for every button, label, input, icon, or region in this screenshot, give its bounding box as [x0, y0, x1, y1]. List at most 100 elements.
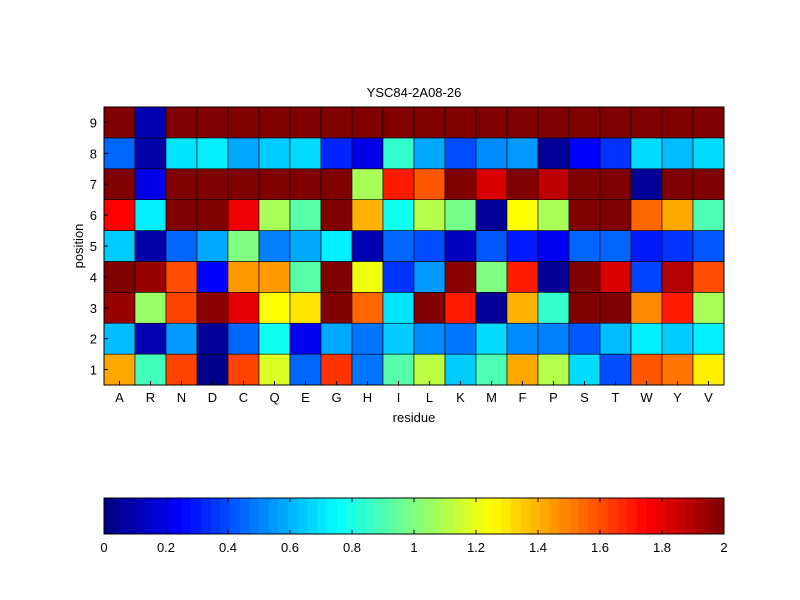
heatmap-cell	[227, 168, 260, 200]
colorbar-band	[607, 498, 618, 534]
colorbar-band	[433, 498, 444, 534]
heatmap-cell	[320, 261, 353, 293]
heatmap-cell	[413, 322, 446, 355]
heatmap-cell	[475, 353, 508, 386]
heatmap-cell	[103, 137, 136, 170]
heatmap-cell	[537, 199, 570, 231]
heatmap-cell	[568, 322, 601, 355]
heatmap-cell	[351, 199, 384, 231]
heatmap-cell	[692, 230, 725, 262]
colorbar-band	[162, 498, 173, 534]
heatmap-cell	[444, 230, 477, 262]
y-tick-labels: 1 2 3 4 5 6 7 8 9	[90, 115, 108, 378]
heatmap-cell	[692, 168, 725, 200]
colorbar-band	[181, 498, 192, 534]
heatmap-cell	[661, 199, 694, 231]
heatmap-cell	[227, 292, 260, 324]
x-tick-label: H	[363, 390, 372, 405]
heatmap-cell	[258, 292, 291, 324]
heatmap-cell	[382, 199, 415, 231]
x-tick-label: N	[177, 390, 186, 405]
heatmap-cell	[475, 292, 508, 324]
heatmap-cell	[599, 292, 632, 324]
heatmap-cell	[165, 199, 198, 231]
heatmap-cell	[103, 261, 136, 293]
colorbar-band	[210, 498, 221, 534]
colorbar-band	[588, 498, 599, 534]
heatmap-cell	[165, 137, 198, 170]
colorbar-band	[249, 498, 260, 534]
heatmap-cell	[258, 230, 291, 262]
heatmap-cell	[258, 261, 291, 293]
colorbar-band	[530, 498, 541, 534]
heatmap-cell	[630, 353, 663, 386]
heatmap-cell	[289, 106, 322, 139]
heatmap-cell	[134, 322, 167, 355]
colorbar-band	[307, 498, 318, 534]
colorbar-band	[394, 498, 405, 534]
heatmap-cell	[165, 261, 198, 293]
heatmap-cell	[444, 322, 477, 355]
colorbar-band	[627, 498, 638, 534]
heatmap-cell	[351, 292, 384, 324]
heatmap-cell	[382, 292, 415, 324]
colorbar-band	[549, 498, 560, 534]
heatmap-cell	[196, 106, 229, 139]
heatmap-cell	[568, 353, 601, 386]
y-tick-label: 1	[90, 363, 97, 378]
colorbar-band	[636, 498, 647, 534]
colorbar-tick-label: 1.6	[591, 540, 609, 555]
heatmap-cell	[661, 230, 694, 262]
colorbar-tick-label: 2	[720, 540, 727, 555]
heatmap-cell	[506, 322, 539, 355]
colorbar-band	[685, 498, 696, 534]
colorbar-tick-label: 0.4	[219, 540, 237, 555]
heatmap-cell	[382, 168, 415, 200]
heatmap-cells	[103, 106, 725, 386]
heatmap-cell	[599, 230, 632, 262]
heatmap-cell	[351, 230, 384, 262]
heatmap-cell	[630, 292, 663, 324]
heatmap-cell	[692, 261, 725, 293]
heatmap-cell	[134, 137, 167, 170]
heatmap-cell	[258, 199, 291, 231]
heatmap-cell	[661, 168, 694, 200]
heatmap-cell	[351, 168, 384, 200]
colorbar-band	[133, 498, 144, 534]
colorbar-band	[452, 498, 463, 534]
heatmap-cell	[444, 353, 477, 386]
heatmap-cell	[382, 322, 415, 355]
x-tick-label: C	[239, 390, 248, 405]
heatmap-cell	[506, 261, 539, 293]
heatmap-cell	[227, 261, 260, 293]
heatmap-cell	[630, 106, 663, 139]
colorbar-band	[326, 498, 337, 534]
heatmap-cell	[196, 353, 229, 386]
colorbar-band	[617, 498, 628, 534]
colorbar-band	[656, 498, 667, 534]
colorbar-band	[510, 498, 521, 534]
heatmap-cell	[134, 106, 167, 139]
y-tick-label: 8	[90, 146, 97, 161]
heatmap-cell	[475, 230, 508, 262]
heatmap-cell	[351, 106, 384, 139]
colorbar-band	[278, 498, 289, 534]
colorbar-band	[694, 498, 706, 534]
y-tick-label: 7	[90, 177, 97, 192]
colorbar-band	[297, 498, 308, 534]
colorbar-band	[317, 498, 328, 534]
heatmap-cell	[382, 137, 415, 170]
x-tick-label: M	[486, 390, 497, 405]
y-tick-label: 4	[90, 270, 97, 285]
heatmap-cell	[444, 168, 477, 200]
heatmap-cell	[537, 137, 570, 170]
colorbar-band	[598, 498, 609, 534]
heatmap-cell	[258, 353, 291, 386]
heatmap-cell	[537, 353, 570, 386]
colorbar-band	[220, 498, 231, 534]
heatmap-cell	[196, 292, 229, 324]
y-tick-label: 5	[90, 239, 97, 254]
heatmap-cell	[661, 137, 694, 170]
colorbar-band	[113, 498, 124, 534]
